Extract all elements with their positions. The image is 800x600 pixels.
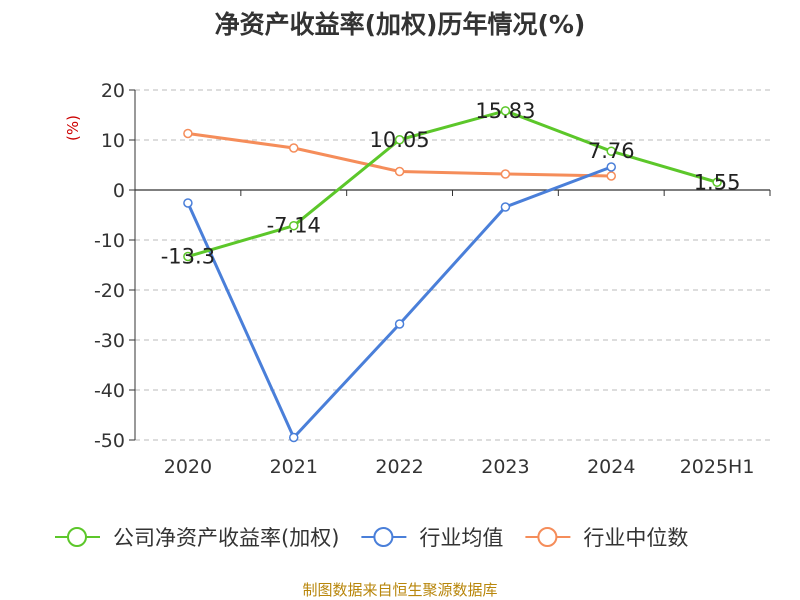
data-label: 15.83 — [475, 99, 535, 123]
series-line — [186, 165, 612, 439]
legend: 公司净资产收益率(加权) 行业均值 行业中位数 — [55, 526, 688, 550]
chart-title: 净资产收益率(加权)历年情况(%) — [215, 10, 586, 39]
data-label: -7.14 — [267, 214, 321, 238]
y-tick-label: 0 — [113, 180, 125, 202]
data-point — [289, 220, 299, 231]
data-point — [606, 162, 616, 172]
data-point — [183, 251, 193, 262]
x-tick-label: 2023 — [481, 456, 529, 478]
data-label: 10.05 — [370, 128, 430, 152]
grid-lines — [129, 89, 770, 441]
y-tick-label: -50 — [94, 430, 125, 452]
data-point — [394, 319, 405, 329]
y-tick-label: -30 — [94, 330, 125, 352]
data-point — [183, 128, 193, 139]
data-label: 7.76 — [588, 139, 635, 163]
y-tick-label: 10 — [101, 130, 125, 152]
x-tick-label: 2024 — [587, 456, 635, 478]
data-point — [500, 106, 511, 116]
data-label: -13.3 — [161, 245, 215, 269]
y-tick-label: 20 — [101, 80, 125, 102]
y-tick-label: -40 — [94, 380, 125, 402]
data-label: 1.55 — [694, 170, 741, 194]
x-tick-labels: 2020 2021 2022 2023 2024 2025H1 — [164, 456, 755, 478]
y-tick-label: -20 — [94, 280, 125, 302]
data-point — [500, 202, 511, 212]
data-point — [500, 169, 511, 179]
legend-swatch-marker — [373, 527, 394, 547]
legend-label: 公司净资产收益率(加权) — [113, 526, 339, 550]
data-labels: -13.3 -7.14 10.05 15.83 7.76 1.55 — [161, 99, 741, 269]
y-axis-unit: (%) — [64, 115, 82, 141]
series-line — [187, 109, 718, 258]
x-tick-label: 2025H1 — [680, 456, 755, 478]
x-tick-label: 2022 — [375, 456, 423, 478]
source-note: 制图数据来自恒生聚源数据库 — [302, 581, 497, 599]
data-point — [394, 135, 405, 145]
data-point — [712, 177, 722, 187]
data-point — [289, 143, 299, 153]
x-tick-label: 2021 — [270, 456, 318, 478]
data-point — [183, 198, 193, 208]
axes — [134, 90, 771, 440]
legend-label: 行业均值 — [419, 526, 503, 550]
data-point — [606, 171, 616, 181]
data-point — [289, 432, 299, 443]
legend-swatch-marker — [67, 527, 87, 547]
data-point — [394, 166, 405, 177]
legend-label: 行业中位数 — [583, 526, 688, 550]
data-point — [606, 146, 616, 156]
x-tick-label: 2020 — [164, 456, 212, 478]
y-tick-label: -10 — [94, 230, 125, 252]
legend-swatch-marker — [537, 527, 558, 547]
series-group — [183, 106, 722, 443]
y-tick-labels: 20 10 0 -10 -20 -30 -40 -50 — [94, 80, 125, 452]
